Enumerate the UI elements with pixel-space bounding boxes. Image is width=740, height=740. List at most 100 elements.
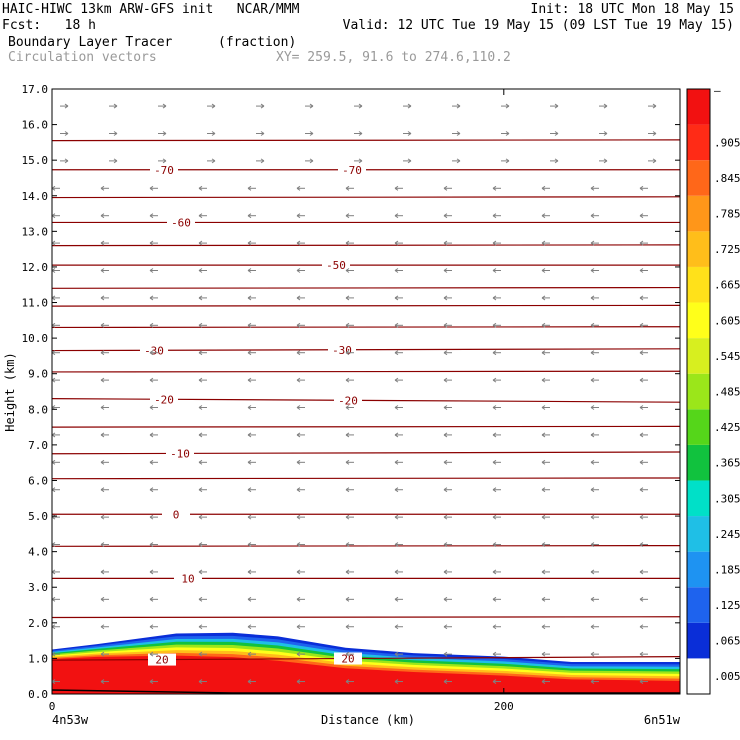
vector-arrowhead (345, 322, 350, 328)
vector-arrowhead (100, 377, 105, 383)
vector-arrowhead (492, 596, 497, 602)
colorbar-swatch (687, 587, 710, 623)
vector-arrowhead (541, 350, 546, 356)
vector-arrowhead (394, 295, 399, 301)
vector-arrowhead (541, 405, 546, 410)
vector-arrowhead (247, 268, 252, 273)
tracer-band (52, 655, 680, 694)
x-start-label: 4n53w (52, 713, 89, 727)
y-tick-label: 13.0 (22, 225, 49, 238)
vector-arrowhead (443, 322, 448, 328)
contour-label-bg (150, 393, 178, 406)
vector-arrowhead (309, 158, 314, 164)
vector-arrowhead (505, 131, 510, 136)
vector-arrowhead (443, 213, 448, 219)
contour-label: 0 (173, 508, 180, 521)
contour-label-bg (150, 163, 178, 176)
vector-arrowhead (639, 514, 644, 520)
contour-line (52, 425, 680, 428)
colorbar-label: .905 (714, 136, 740, 149)
vector-arrowhead (247, 514, 252, 520)
vector-arrowhead (639, 322, 644, 328)
model-title: HAIC-HIWC 13km ARW-GFS init NCAR/MMM (2, 2, 300, 17)
vector-arrowhead (149, 377, 154, 383)
vector-arrowhead (603, 131, 608, 136)
vector-arrowhead (492, 542, 497, 547)
vector-arrowhead (590, 487, 595, 493)
contour-line (52, 451, 680, 455)
vector-arrowhead (247, 679, 252, 684)
vector-arrowhead (247, 295, 252, 301)
vector-arrowhead (541, 213, 546, 219)
vector-arrowhead (541, 377, 546, 383)
vector-arrowhead (541, 432, 546, 438)
y-tick-label: 4.0 (28, 546, 48, 559)
vector-arrowhead (492, 624, 497, 630)
y-tick-label: 3.0 (28, 581, 48, 594)
y-tick-label: 6.0 (28, 474, 48, 487)
field-name: Boundary Layer Tracer (8, 35, 173, 50)
contour-label-bg (162, 508, 190, 521)
vector-arrowhead (296, 432, 301, 438)
vector-arrowhead (247, 185, 252, 191)
vector-arrowhead (639, 350, 644, 356)
vector-arrowhead (443, 405, 448, 410)
vector-arrowhead (198, 596, 203, 602)
contour-label-bg (148, 653, 176, 666)
vector-arrowhead (345, 459, 350, 465)
vector-arrowhead (149, 569, 154, 575)
vector-arrowhead (590, 432, 595, 438)
colorbar-swatch (687, 302, 710, 339)
vector-arrowhead (296, 487, 301, 493)
colorbar-swatch (687, 622, 710, 659)
vector-arrowhead (443, 377, 448, 383)
vector-arrowhead (100, 651, 105, 657)
vector-arrowhead (198, 569, 203, 575)
vector-arrowhead (492, 322, 497, 328)
vector-arrowhead (198, 350, 203, 356)
vector-arrowhead (296, 624, 301, 630)
vector-arrowhead (639, 268, 644, 273)
vector-arrowhead (639, 679, 644, 684)
vector-arrowhead (247, 651, 252, 657)
vector-arrowhead (590, 514, 595, 520)
vector-arrowhead (505, 158, 510, 164)
vector-arrowhead (247, 487, 252, 493)
vector-arrowhead (296, 542, 301, 547)
colorbar-swatch (687, 231, 710, 267)
vector-arrowhead (443, 624, 448, 630)
field-units: (fraction) (218, 35, 297, 50)
contour-label-bg (322, 259, 350, 272)
vector-arrowhead (211, 131, 216, 136)
vector-arrowhead (443, 569, 448, 575)
vector-arrowhead (590, 377, 595, 383)
vector-arrowhead (100, 487, 105, 493)
vector-arrowhead (247, 569, 252, 575)
vector-arrowhead (443, 268, 448, 273)
y-tick-label: 11.0 (22, 297, 49, 310)
vector-arrowhead (198, 377, 203, 383)
vector-arrowhead (345, 432, 350, 438)
vector-arrowhead (149, 213, 154, 219)
vector-arrowhead (443, 514, 448, 520)
contour-label-bg (167, 216, 195, 229)
vector-arrowhead (100, 322, 105, 328)
colorbar-label: .425 (714, 421, 740, 434)
vector-arrowhead (590, 679, 595, 684)
vector-arrowhead (394, 651, 399, 657)
vector-arrowhead (64, 103, 69, 109)
vector-arrowhead (541, 624, 546, 630)
x-axis: 0 200 (49, 89, 514, 713)
vector-arrowhead (590, 624, 595, 630)
vector-arrowhead (296, 268, 301, 273)
vector-arrowhead (603, 158, 608, 164)
vector-arrowhead (198, 405, 203, 410)
init-time: Init: 18 UTC Mon 18 May 15 (530, 2, 735, 17)
y-axis: 0.0 1.0 2.0 3.0 4.0 5.0 6.0 7.0 8.0 9.0 10.0 11.0 12… (22, 83, 680, 701)
vector-arrowhead (492, 185, 497, 191)
vector-arrowhead (309, 131, 314, 136)
vector-arrowhead (198, 679, 203, 684)
vector-arrowhead (639, 213, 644, 219)
contour-label: -70 (154, 164, 174, 177)
